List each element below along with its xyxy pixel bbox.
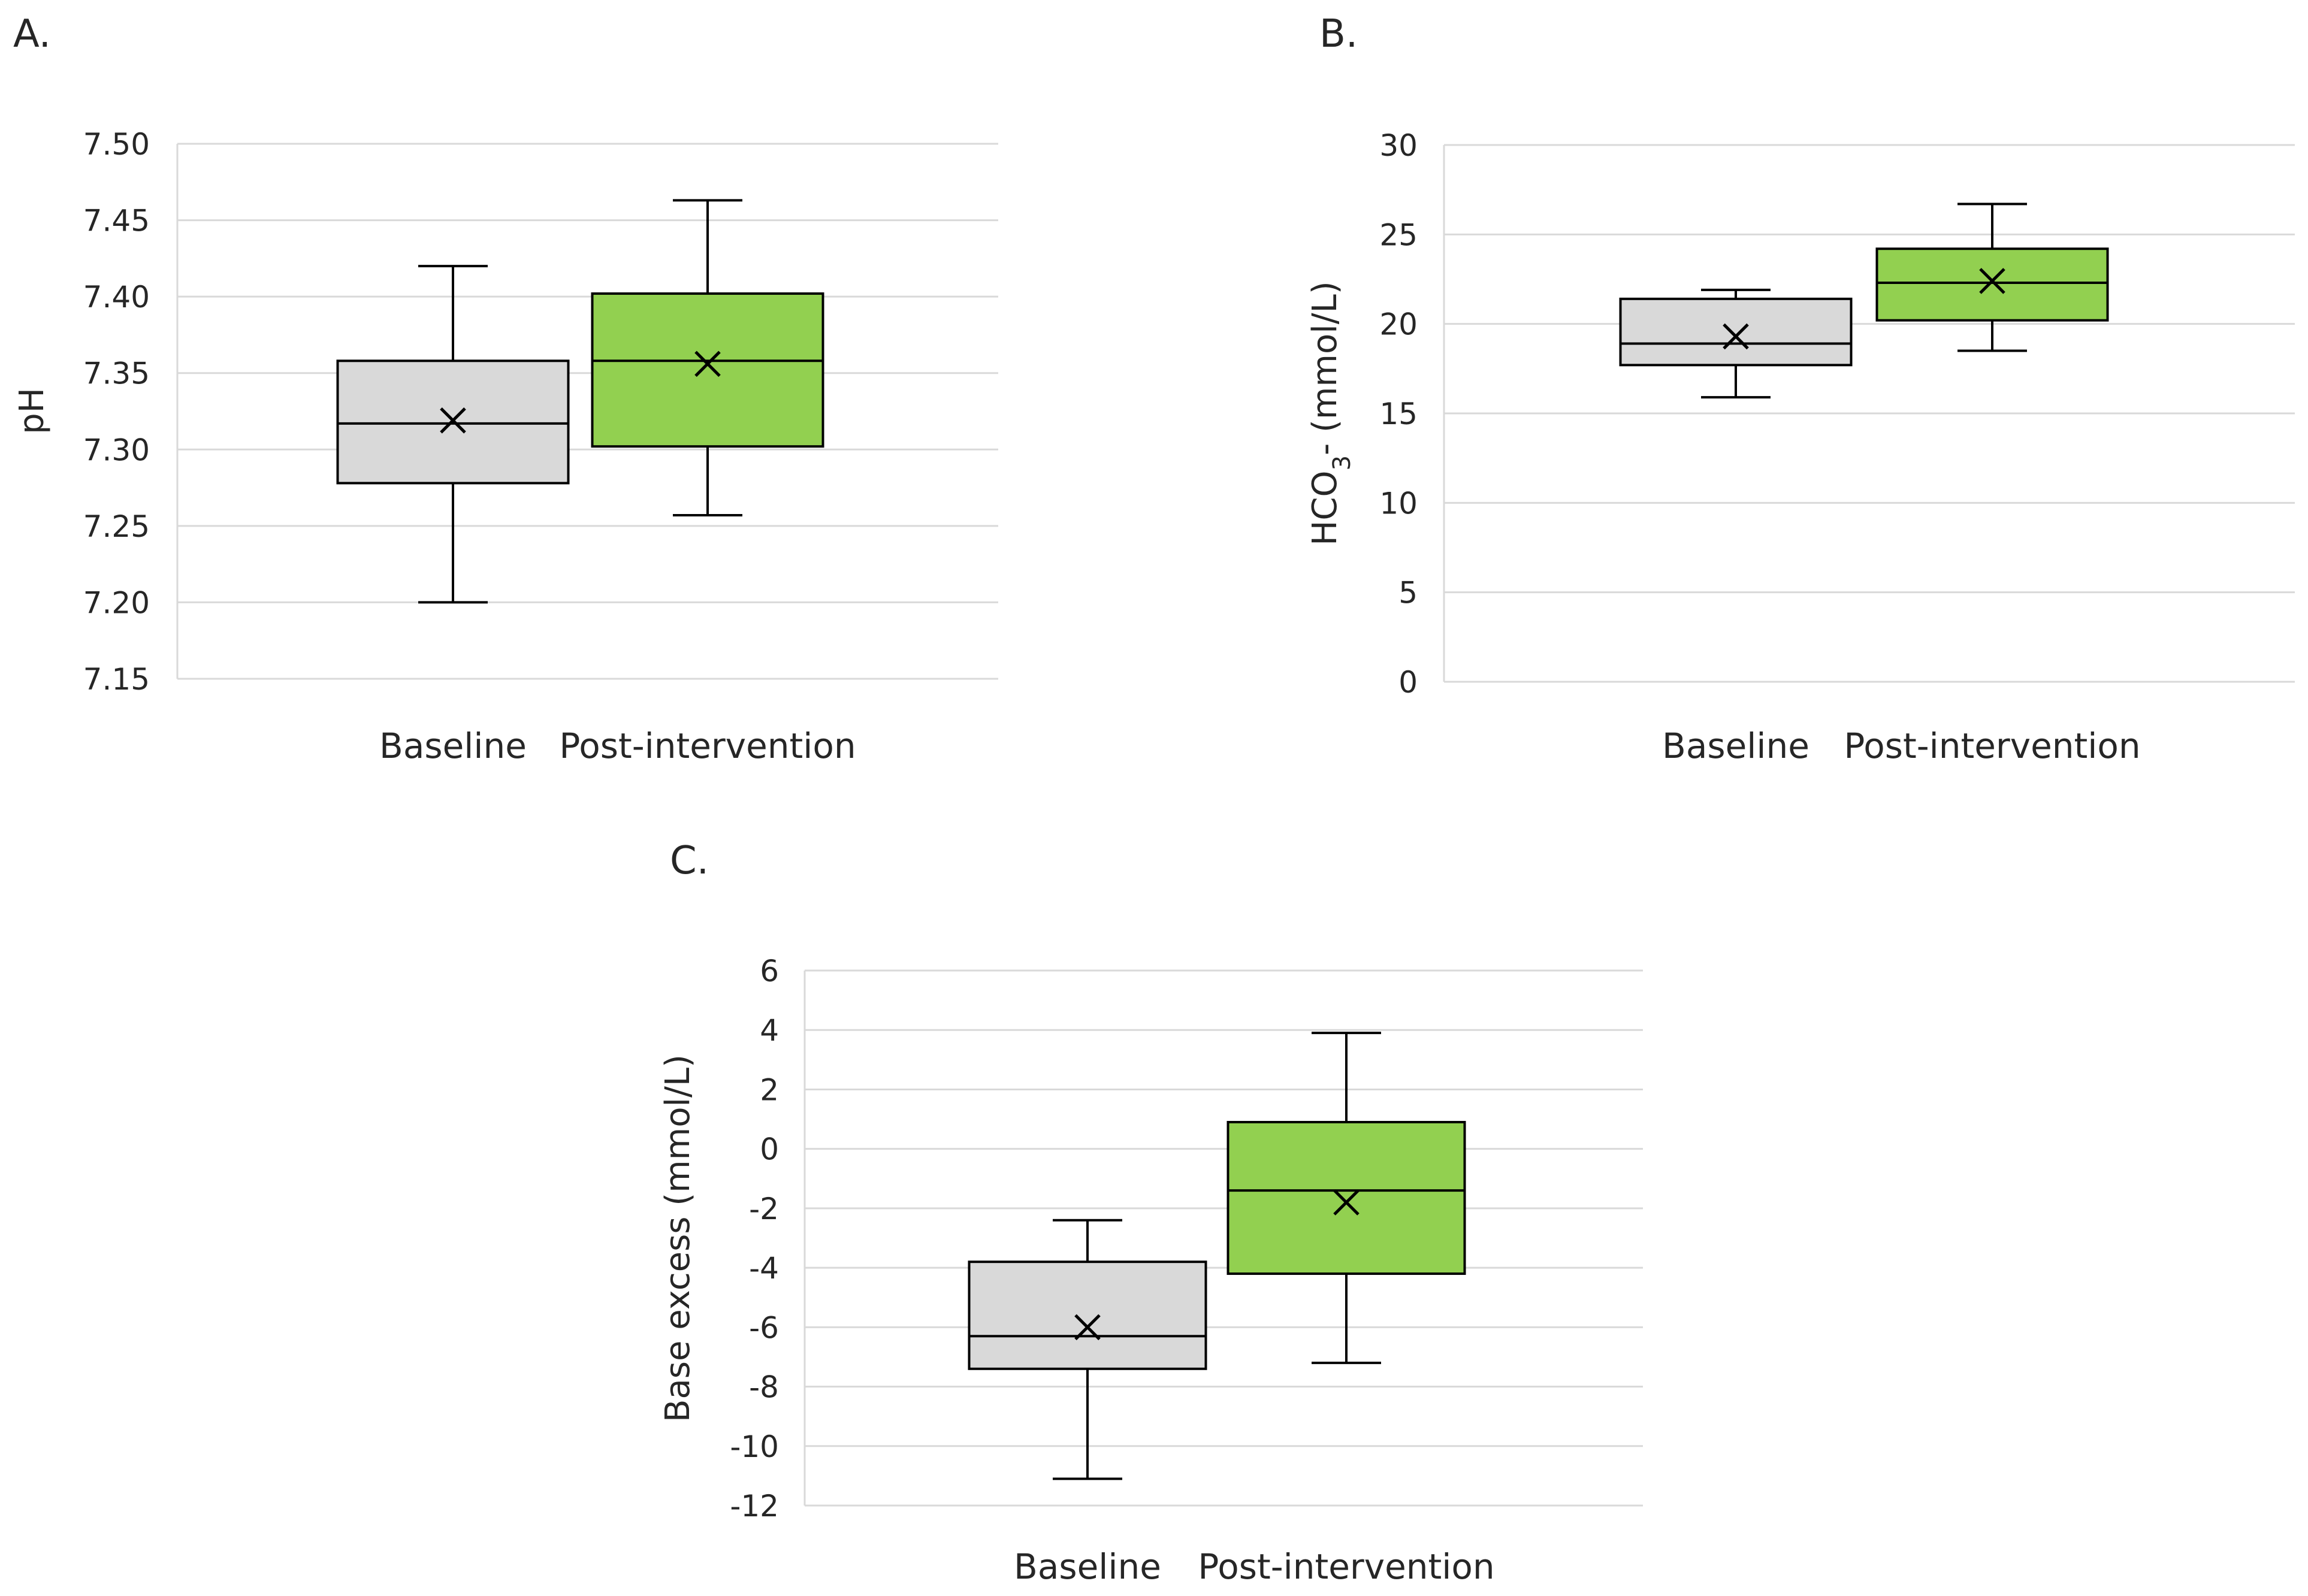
mean-marker — [1979, 268, 2005, 294]
x-category-label: Baseline — [1662, 726, 1809, 766]
interquartile-box — [591, 292, 824, 448]
y-tick-label: -4 — [749, 1251, 779, 1286]
box-post-intervention — [1875, 202, 2109, 352]
y-tick-label: 7.20 — [83, 585, 150, 620]
y-tick-label: -2 — [749, 1192, 779, 1226]
box-baseline — [1619, 288, 1853, 399]
y-tick-label: -6 — [749, 1310, 779, 1345]
panel-c-label: C. — [670, 839, 709, 883]
panel-a-tick-labels: 7.15 7.20 7.25 7.30 7.35 7.40 7.45 7.50 — [83, 127, 150, 697]
panel-c-tick-labels: -12 -10 -8 -6 -4 -2 0 2 4 6 — [730, 954, 779, 1524]
panel-c-y-axis-label: Base excess (mmol/L) — [658, 1054, 697, 1422]
interquartile-box — [1619, 297, 1853, 367]
panel-b-tick-labels: 0 5 10 15 20 25 30 — [1379, 128, 1418, 700]
y-tick-label: 7.40 — [83, 280, 150, 315]
y-tick-label: 7.15 — [83, 662, 150, 697]
y-tick-label: -10 — [730, 1429, 779, 1464]
panel-b-label: B. — [1319, 12, 1358, 56]
y-tick-label: 10 — [1379, 486, 1418, 521]
panel-a-label: A. — [13, 12, 51, 56]
panel-c: C. -12 -10 -8 -6 -4 -2 0 2 4 6 Baseline Post-inter… — [658, 839, 1643, 1587]
y-tick-label: 5 — [1398, 576, 1418, 610]
box-post-intervention — [1226, 1032, 1466, 1364]
x-category-label: Baseline — [1014, 1546, 1161, 1587]
box-baseline — [968, 1219, 1207, 1480]
x-category-label: Post-intervention — [1844, 726, 2140, 766]
interquartile-box — [1875, 247, 2109, 322]
box-baseline — [336, 265, 570, 604]
mean-marker — [1333, 1189, 1360, 1216]
panel-a-category-labels: Baseline Post-intervention — [379, 726, 856, 766]
y-tick-label: -8 — [749, 1370, 779, 1405]
y-tick-label: 7.25 — [83, 509, 150, 544]
x-category-label: Baseline — [379, 726, 527, 766]
mean-marker — [694, 350, 721, 377]
panel-b-boxes — [1619, 202, 2109, 399]
x-category-label: Post-intervention — [1198, 1546, 1494, 1587]
panel-a-boxes — [336, 199, 824, 604]
panel-c-boxes — [968, 1032, 1466, 1480]
mean-marker — [1074, 1314, 1101, 1341]
interquartile-box — [968, 1261, 1207, 1370]
panel-c-grid — [803, 969, 1643, 1507]
x-category-label: Post-intervention — [559, 726, 856, 766]
y-tick-label: 30 — [1379, 128, 1418, 163]
y-tick-label: 25 — [1379, 217, 1418, 252]
y-tick-label: -12 — [730, 1489, 779, 1524]
panel-a-grid — [176, 143, 998, 680]
y-tick-label: 7.30 — [83, 433, 150, 467]
panel-b-grid — [1443, 144, 2295, 683]
y-tick-label: 7.45 — [83, 204, 150, 238]
y-tick-label: 20 — [1379, 307, 1418, 342]
y-tick-label: 7.35 — [83, 356, 150, 391]
y-tick-label: 0 — [760, 1132, 779, 1167]
y-tick-label: 4 — [760, 1013, 779, 1048]
y-tick-label: 0 — [1398, 665, 1418, 700]
box-post-intervention — [591, 199, 824, 516]
y-tick-label: 2 — [760, 1072, 779, 1107]
y-tick-label: 15 — [1379, 397, 1418, 431]
y-tick-label: 6 — [760, 954, 779, 989]
panel-c-category-labels: Baseline Post-intervention — [1014, 1546, 1495, 1587]
panel-a: A. 7.15 7.20 7.25 7.30 7.35 7.40 7.45 7.50 Base… — [13, 12, 998, 766]
interquartile-box — [1226, 1121, 1466, 1275]
panel-b: B. 0 5 10 15 20 25 30 Baseline Post-interventio… — [1306, 12, 2295, 766]
panel-a-y-axis-label: pH — [13, 388, 52, 434]
mean-marker — [1723, 323, 1749, 350]
mean-marker — [440, 407, 466, 434]
panel-b-y-axis-label: HCO3- (mmol/L) — [1306, 281, 1356, 545]
panel-b-category-labels: Baseline Post-intervention — [1662, 726, 2141, 766]
y-tick-label: 7.50 — [83, 127, 150, 162]
